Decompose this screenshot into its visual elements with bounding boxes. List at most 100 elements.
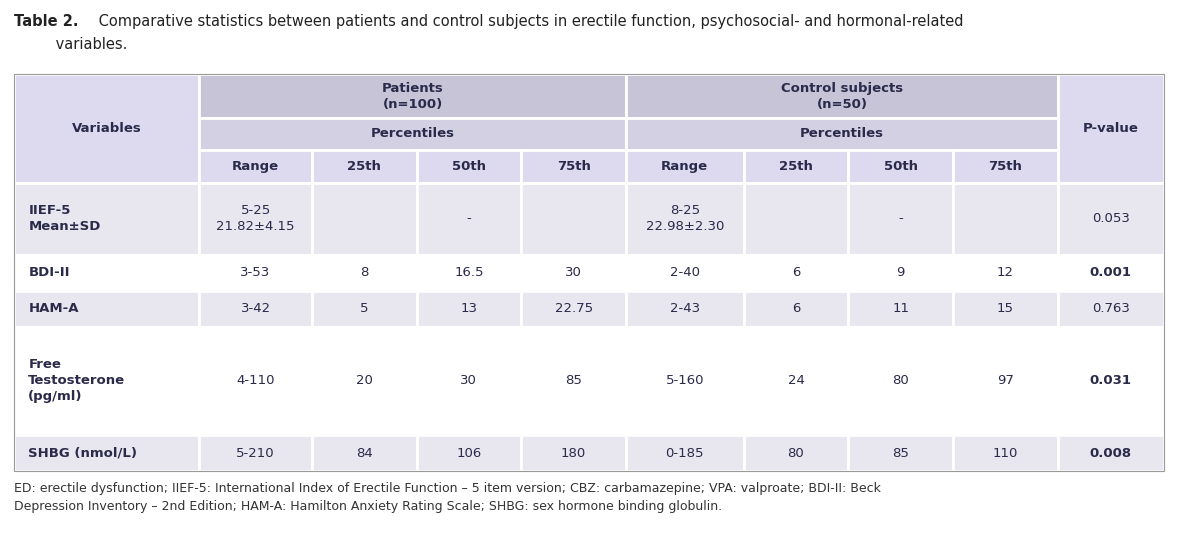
- Text: 50th: 50th: [452, 160, 485, 173]
- Bar: [626, 435, 743, 471]
- Text: ED: erectile dysfunction; IIEF-5: International Index of Erectile Function – 5 i: ED: erectile dysfunction; IIEF-5: Intern…: [14, 482, 881, 513]
- Bar: [743, 291, 848, 327]
- Text: 0.001: 0.001: [1090, 266, 1132, 279]
- Text: Patients
(n=100): Patients (n=100): [382, 82, 444, 111]
- Text: 25th: 25th: [348, 160, 382, 173]
- Text: 16.5: 16.5: [455, 266, 484, 279]
- Bar: [417, 327, 522, 435]
- Text: 30: 30: [565, 266, 582, 279]
- Bar: [199, 291, 312, 327]
- Text: 106: 106: [456, 446, 482, 460]
- Bar: [848, 150, 953, 182]
- Text: 13: 13: [461, 302, 477, 315]
- Text: 8: 8: [360, 266, 369, 279]
- Bar: [14, 327, 199, 435]
- Text: Percentiles: Percentiles: [800, 127, 884, 141]
- Bar: [312, 255, 417, 291]
- Bar: [743, 327, 848, 435]
- Bar: [417, 435, 522, 471]
- Text: 85: 85: [892, 446, 909, 460]
- Bar: [199, 118, 626, 150]
- Text: 5: 5: [360, 302, 369, 315]
- Bar: [522, 291, 626, 327]
- Text: Comparative statistics between patients and control subjects in erectile functio: Comparative statistics between patients …: [94, 14, 964, 29]
- Text: 5-25
21.82±4.15: 5-25 21.82±4.15: [217, 204, 294, 233]
- Bar: [199, 74, 626, 118]
- Text: 5-210: 5-210: [237, 446, 274, 460]
- Text: 9: 9: [896, 266, 905, 279]
- Text: 8-25
22.98±2.30: 8-25 22.98±2.30: [646, 204, 724, 233]
- Text: Percentiles: Percentiles: [371, 127, 455, 141]
- Bar: [1058, 182, 1164, 255]
- Bar: [743, 150, 848, 182]
- Bar: [199, 150, 312, 182]
- Text: 0-185: 0-185: [666, 446, 704, 460]
- Bar: [417, 255, 522, 291]
- Bar: [312, 150, 417, 182]
- Text: 110: 110: [993, 446, 1018, 460]
- Text: Free
Testosterone
(pg/ml): Free Testosterone (pg/ml): [28, 359, 125, 403]
- Bar: [626, 327, 743, 435]
- Bar: [14, 435, 199, 471]
- Bar: [522, 327, 626, 435]
- Bar: [522, 435, 626, 471]
- Text: Variables: Variables: [72, 122, 141, 135]
- Text: IIEF-5
Mean±SD: IIEF-5 Mean±SD: [28, 204, 100, 233]
- Text: -: -: [899, 212, 904, 225]
- Text: Range: Range: [661, 160, 708, 173]
- Text: 20: 20: [356, 375, 372, 387]
- Bar: [953, 150, 1058, 182]
- Text: HAM-A: HAM-A: [28, 302, 79, 315]
- Bar: [417, 291, 522, 327]
- Bar: [626, 118, 1058, 150]
- Text: 0.763: 0.763: [1092, 302, 1130, 315]
- Bar: [1058, 255, 1164, 291]
- Text: 4-110: 4-110: [237, 375, 274, 387]
- Text: 25th: 25th: [779, 160, 813, 173]
- Bar: [743, 182, 848, 255]
- Text: 2-40: 2-40: [670, 266, 700, 279]
- Text: Control subjects
(n=50): Control subjects (n=50): [781, 82, 904, 111]
- Bar: [953, 327, 1058, 435]
- Text: 11: 11: [892, 302, 909, 315]
- Bar: [312, 291, 417, 327]
- Bar: [626, 291, 743, 327]
- Text: 0.053: 0.053: [1092, 212, 1130, 225]
- Text: 5-160: 5-160: [666, 375, 704, 387]
- Bar: [14, 291, 199, 327]
- Bar: [14, 182, 199, 255]
- Bar: [199, 255, 312, 291]
- Text: 97: 97: [997, 375, 1014, 387]
- Bar: [953, 255, 1058, 291]
- Text: Table 2.: Table 2.: [14, 14, 79, 29]
- Text: -: -: [466, 212, 471, 225]
- Bar: [522, 150, 626, 182]
- Text: BDI-II: BDI-II: [28, 266, 70, 279]
- Text: SHBG (nmol/L): SHBG (nmol/L): [28, 446, 138, 460]
- Bar: [14, 74, 199, 182]
- Text: 80: 80: [788, 446, 805, 460]
- Text: 75th: 75th: [988, 160, 1023, 173]
- Text: 3-53: 3-53: [240, 266, 271, 279]
- Bar: [312, 182, 417, 255]
- Bar: [626, 74, 1058, 118]
- Bar: [522, 255, 626, 291]
- Bar: [199, 182, 312, 255]
- Text: 3-42: 3-42: [240, 302, 271, 315]
- Bar: [626, 150, 743, 182]
- Text: 12: 12: [997, 266, 1014, 279]
- Bar: [1058, 74, 1164, 182]
- Text: 84: 84: [356, 446, 372, 460]
- Bar: [953, 182, 1058, 255]
- Bar: [417, 150, 522, 182]
- Bar: [1058, 291, 1164, 327]
- Bar: [848, 435, 953, 471]
- Text: 6: 6: [792, 266, 800, 279]
- Bar: [848, 327, 953, 435]
- Bar: [1058, 327, 1164, 435]
- Bar: [743, 255, 848, 291]
- Text: 0.008: 0.008: [1090, 446, 1132, 460]
- Bar: [953, 291, 1058, 327]
- Bar: [626, 182, 743, 255]
- Text: 180: 180: [561, 446, 587, 460]
